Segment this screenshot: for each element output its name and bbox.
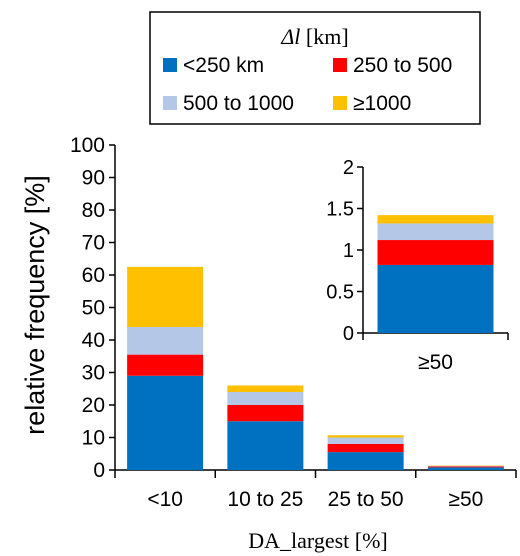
bar-segment <box>427 465 504 467</box>
x-tick-label: 10 to 25 <box>227 488 303 511</box>
legend-title-symbol: Δl <box>280 24 300 49</box>
x-axis-title: DA_largest [%] <box>248 528 388 553</box>
inset-y-tick-label: 0.5 <box>326 282 354 304</box>
bar-segment <box>327 452 404 470</box>
legend-label: 500 to 1000 <box>183 92 294 115</box>
y-tick-label: 20 <box>82 394 105 417</box>
bar-segment <box>427 466 504 468</box>
bar-segment <box>127 354 204 376</box>
inset-y-tick-label: 0 <box>343 323 354 345</box>
y-tick-label: 30 <box>82 362 105 385</box>
y-tick-label: 50 <box>82 297 105 320</box>
y-tick-label: 90 <box>82 167 105 190</box>
legend-title: Δl [km] <box>280 24 348 49</box>
inset-plot: 0 0.5 1 1.5 2 ≥50 <box>326 155 512 387</box>
x-tick-label: 25 to 50 <box>328 488 404 511</box>
main-bars <box>127 266 504 470</box>
y-tick-label: 70 <box>82 232 105 255</box>
inset-y-tick-label: 1.5 <box>326 199 354 221</box>
y-tick-label: 60 <box>82 264 105 287</box>
legend: Δl [km] <250 km 250 to 500 500 to 1000 ≥100… <box>149 11 481 125</box>
bar-segment <box>327 435 404 438</box>
inset-y-tick-label: 1 <box>343 240 354 262</box>
bar-segment <box>227 405 304 422</box>
legend-label: <250 km <box>183 54 264 77</box>
y-tick-label: 0 <box>93 459 105 482</box>
legend-label: 250 to 500 <box>353 54 452 77</box>
x-tick-label: <10 <box>147 488 183 511</box>
inset-bar-segment <box>377 240 494 265</box>
legend-swatch <box>333 58 347 72</box>
y-tick-label: 40 <box>82 329 105 352</box>
legend-border <box>149 11 481 125</box>
bar-segment <box>227 385 304 392</box>
bar-segment <box>127 375 204 470</box>
bar-segment <box>327 437 404 444</box>
inset-x-tick-label: ≥50 <box>418 351 453 374</box>
bar-segment <box>227 421 304 470</box>
legend-swatch <box>333 96 347 110</box>
legend-label: ≥1000 <box>353 92 411 115</box>
y-tick-label: 100 <box>70 134 105 157</box>
inset-y-tick-label: 2 <box>343 157 354 179</box>
bar-segment <box>227 392 304 405</box>
x-tick-label: ≥50 <box>448 488 483 511</box>
y-tick-label: 10 <box>82 427 105 450</box>
legend-swatch <box>163 58 177 72</box>
inset-bar-segment <box>377 223 494 241</box>
bar-segment <box>327 444 404 453</box>
bar-segment <box>427 467 504 470</box>
bar-segment <box>127 327 204 355</box>
y-axis-title: relative frequency [%] <box>20 175 50 435</box>
bar-segment <box>127 266 204 327</box>
inset-bar-segment <box>377 264 494 333</box>
legend-swatch <box>163 96 177 110</box>
inset-bar-segment <box>377 215 494 224</box>
legend-title-unit: [km] <box>300 24 348 49</box>
y-tick-label: 80 <box>82 199 105 222</box>
